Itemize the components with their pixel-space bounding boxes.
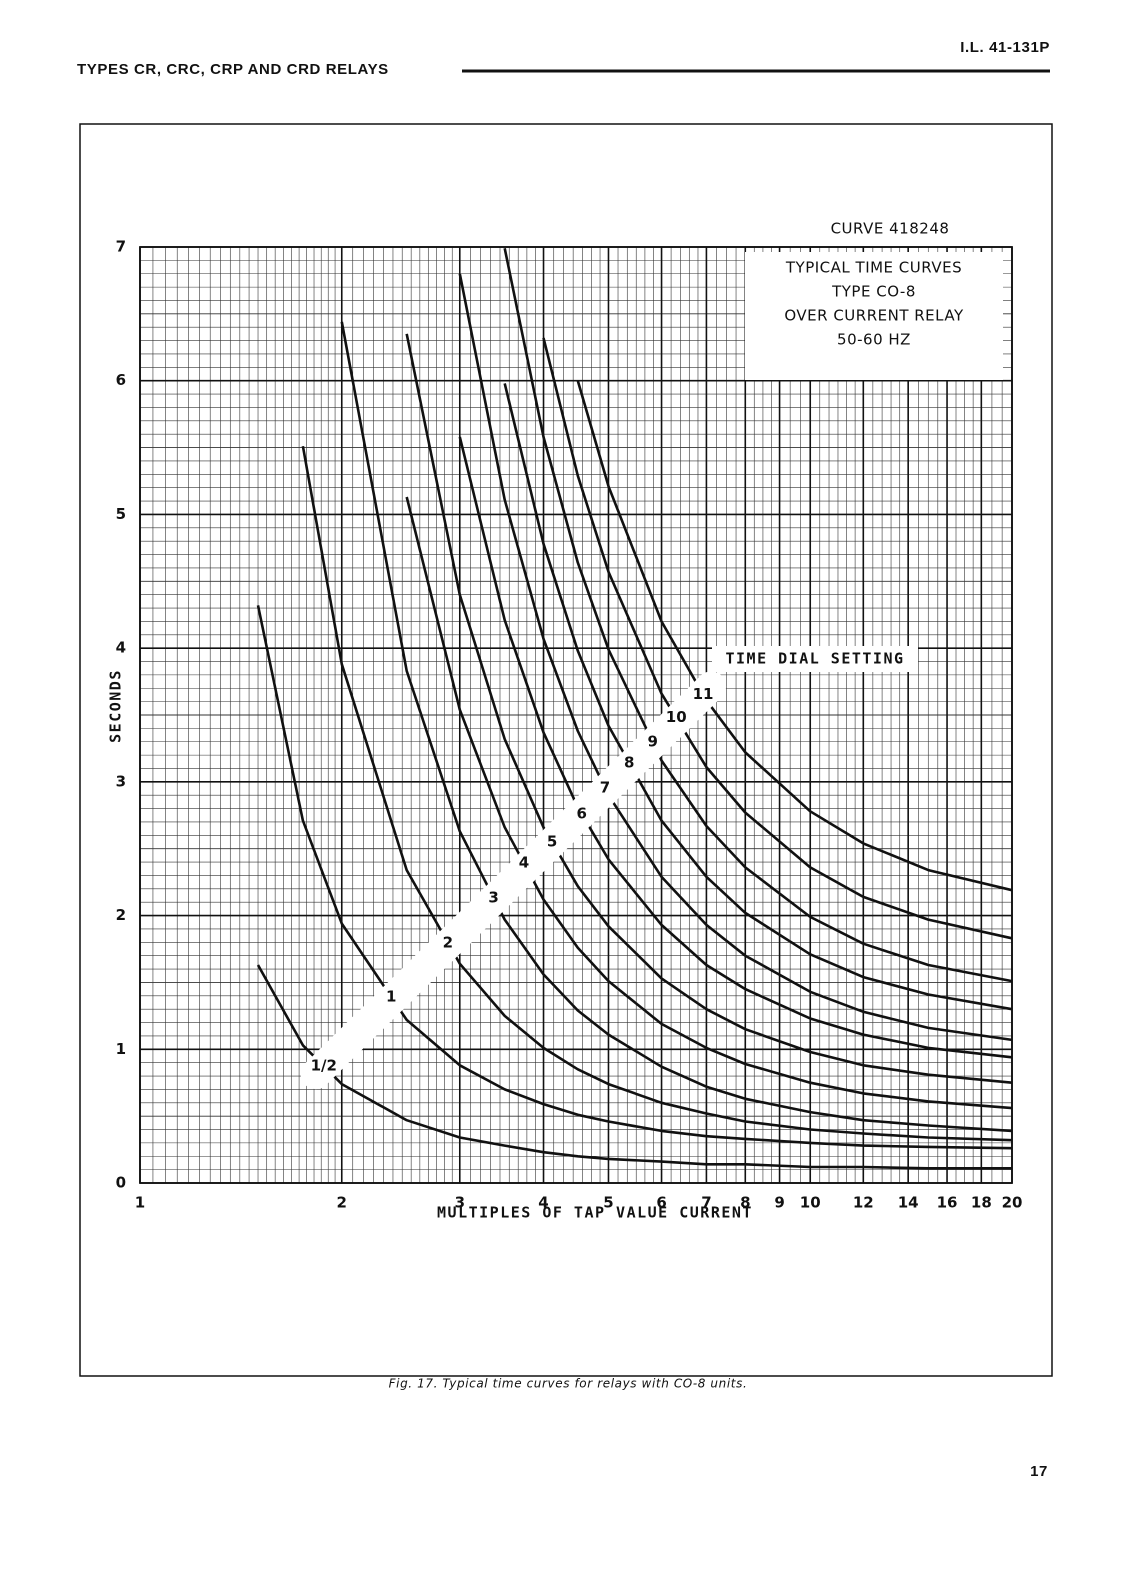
info-line: 50-60 HZ <box>837 331 911 349</box>
curve-label: 6 <box>576 804 586 822</box>
x-tick-label: 7 <box>701 1194 711 1212</box>
x-axis-label: MULTIPLES OF TAP VALUE CURRENT <box>437 1204 753 1222</box>
page-number: 17 <box>1030 1463 1048 1480</box>
x-tick-label: 16 <box>937 1194 958 1212</box>
caption: Fig. 17. Typical time curves for relays … <box>389 1377 748 1391</box>
curve-label: 5 <box>547 833 557 851</box>
x-tick-label: 2 <box>337 1194 347 1212</box>
y-tick-label: 5 <box>116 505 126 523</box>
info-line: TYPICAL TIME CURVES <box>785 259 962 277</box>
y-tick-label: 3 <box>116 772 126 790</box>
x-tick-label: 9 <box>774 1194 784 1212</box>
x-tick-label: 12 <box>853 1194 874 1212</box>
x-tick-label: 10 <box>800 1194 821 1212</box>
label-band <box>300 671 727 1090</box>
y-tick-label: 0 <box>116 1174 126 1192</box>
curve-label: 10 <box>666 708 687 726</box>
info-box <box>745 252 1003 380</box>
time-curve <box>458 273 1013 1042</box>
curve-label: 8 <box>624 753 634 771</box>
annotation-box <box>712 646 918 672</box>
curve-label: 3 <box>488 888 498 906</box>
time-curve <box>340 321 1013 1133</box>
curve-id: CURVE 418248 <box>831 220 950 238</box>
x-tick-label: 3 <box>455 1194 465 1212</box>
curve-label: 11 <box>693 685 714 703</box>
x-tick-label: 6 <box>656 1194 666 1212</box>
document-id: I.L. 41-131P <box>960 39 1050 56</box>
x-tick-label: 20 <box>1002 1194 1023 1212</box>
figure-frame <box>79 123 1053 1377</box>
curve-label: 9 <box>647 732 657 750</box>
x-tick-label: 1 <box>135 1194 145 1212</box>
time-curve <box>256 964 1012 1170</box>
time-curve <box>256 605 1013 1150</box>
x-tick-label: 5 <box>603 1194 613 1212</box>
y-axis-label: SECONDS <box>107 669 125 743</box>
time-curve <box>542 337 1013 940</box>
curve-label: 1/2 <box>311 1057 337 1075</box>
grid <box>139 246 1013 1184</box>
info-line: TYPE CO-8 <box>831 283 916 301</box>
x-tick-label: 4 <box>538 1194 548 1212</box>
time-curve <box>503 383 1013 1011</box>
y-tick-label: 6 <box>116 371 126 389</box>
curve-label: 2 <box>443 933 453 951</box>
y-tick-label: 7 <box>116 238 126 256</box>
time-curve <box>301 445 1013 1142</box>
curve-label: 4 <box>519 854 529 872</box>
curve-label: 7 <box>600 778 610 796</box>
annotation: TIME DIAL SETTING <box>725 650 904 668</box>
time-curve <box>405 333 1013 1084</box>
time-curve <box>458 436 1013 1059</box>
time-curve <box>405 496 1013 1110</box>
time-curve <box>576 380 1013 892</box>
time-curve <box>503 248 1013 983</box>
plot-frame <box>139 246 1013 1184</box>
y-tick-label: 2 <box>116 906 126 924</box>
y-tick-label: 4 <box>116 639 126 657</box>
info-line: OVER CURRENT RELAY <box>784 307 964 325</box>
curves <box>256 248 1013 1170</box>
header-title: TYPES CR, CRC, CRP AND CRD RELAYS <box>77 61 389 78</box>
x-tick-label: 18 <box>971 1194 992 1212</box>
y-tick-label: 1 <box>116 1040 126 1058</box>
x-tick-label: 14 <box>898 1194 919 1212</box>
curve-label: 1 <box>386 987 396 1005</box>
x-tick-label: 8 <box>740 1194 750 1212</box>
